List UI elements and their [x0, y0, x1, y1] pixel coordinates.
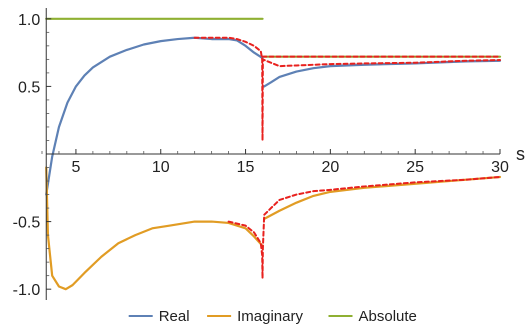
x-tick-label: 10	[152, 159, 170, 176]
x-tick-label: 30	[491, 159, 509, 176]
x-tick-label: 5	[71, 159, 80, 176]
ticks: 5 10 15 20 25 30 -1.0 -0.5 0.5 1.0	[13, 12, 509, 299]
x-tick-label: 15	[237, 159, 255, 176]
real-series-line-1	[263, 59, 502, 88]
y-tick-label: 0.5	[18, 79, 40, 96]
legend-label-real: Real	[159, 308, 190, 325]
imaginary-series-line-0	[45, 166, 264, 291]
x-tick-label: 20	[321, 159, 339, 176]
axes	[45, 8, 500, 300]
y-tick-label: -0.5	[13, 215, 41, 232]
y-tick-label: 1.0	[18, 12, 40, 29]
imaginary-series-line-1	[263, 175, 502, 220]
dashed-series-line-0	[193, 36, 501, 142]
x-tick-label: 25	[406, 159, 424, 176]
real-series-line-0	[45, 36, 264, 196]
x-axis-label: s	[516, 144, 525, 164]
legend-label-imaginary: Imaginary	[237, 308, 303, 325]
y-tick-label: -1.0	[13, 282, 41, 299]
legend: Real Imaginary Absolute	[128, 308, 417, 325]
dashed-series-line-1	[227, 175, 501, 280]
series-layer	[45, 17, 502, 291]
legend-label-absolute: Absolute	[359, 308, 417, 325]
